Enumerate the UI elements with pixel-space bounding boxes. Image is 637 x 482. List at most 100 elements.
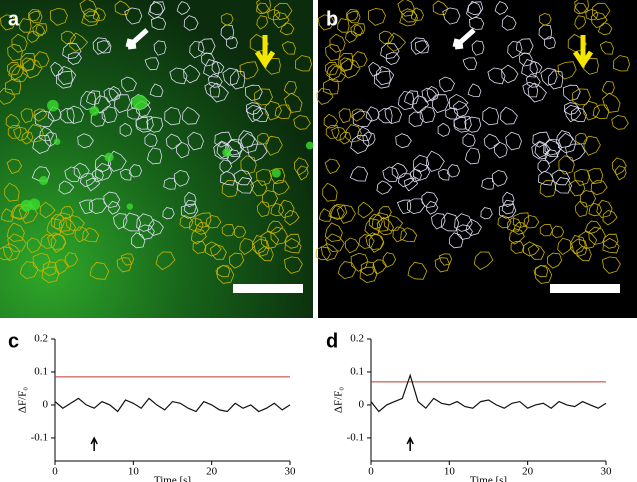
trace: [370, 373, 607, 413]
cell-outline: [590, 11, 608, 29]
cell-outline: [201, 52, 215, 67]
cell-outline: [21, 57, 35, 71]
cell-outline: [446, 164, 461, 178]
stimulus-arrow: [406, 436, 414, 451]
cell-outline: [65, 215, 86, 231]
cell-outline: [39, 201, 56, 219]
bright-cell: [53, 138, 61, 145]
cell-outline: [124, 7, 143, 25]
cell-outline: [367, 7, 386, 26]
cell-outline: [274, 104, 292, 120]
cell-outline: [226, 139, 245, 156]
cell-outline: [480, 207, 493, 220]
cell-outline: [138, 224, 155, 240]
cell-outline: [395, 133, 412, 149]
cell-outline: [523, 241, 540, 257]
arrow-white: [452, 28, 476, 50]
cell-outline: [284, 92, 303, 113]
cell-outline: [407, 198, 426, 215]
cell-outline: [519, 52, 533, 67]
cell-outline: [437, 122, 451, 137]
cell-outline: [410, 37, 428, 55]
cell-outline: [353, 23, 366, 36]
cell-outline: [79, 0, 97, 17]
cell-outline: [119, 168, 132, 181]
x-axis-label: Time [s]: [154, 475, 191, 482]
cell-outline: [481, 177, 495, 190]
cell-outline: [0, 88, 16, 105]
cell-outline: [360, 261, 376, 276]
cell-outline: [346, 8, 359, 22]
bright-cell: [222, 148, 232, 157]
cell-outline: [47, 232, 67, 250]
cell-outline: [383, 215, 404, 231]
cell-outline: [5, 113, 21, 129]
cell-outline: [407, 261, 428, 280]
cell-outline: [574, 200, 588, 218]
cell-outline: [215, 264, 235, 284]
cell-outline: [372, 259, 387, 275]
cell-outline: [554, 177, 573, 194]
cell-outline: [21, 131, 34, 145]
cell-outline: [256, 15, 269, 30]
cell-outline: [49, 7, 68, 26]
y-tick-label: 0.1: [34, 366, 48, 378]
cell-outline: [66, 105, 85, 125]
cell-outline: [54, 259, 69, 275]
cell-outline: [284, 237, 302, 254]
cell-outline: [219, 159, 233, 174]
cell-outline: [462, 57, 478, 71]
bright-cell: [131, 94, 148, 110]
y-axis-label: ΔF/F₀: [17, 387, 29, 413]
cell-outline: [19, 18, 32, 33]
cell-outline: [344, 237, 360, 254]
cell-outline: [583, 135, 601, 156]
cell-outline: [128, 164, 143, 178]
cell-outline: [527, 244, 545, 260]
cell-outline: [47, 106, 62, 122]
cell-outline: [317, 14, 335, 31]
bright-cell: [89, 105, 100, 116]
cell-outline: [437, 168, 450, 181]
cell-outline: [527, 82, 547, 103]
cell-outline: [351, 108, 366, 122]
cell-outline: [316, 88, 334, 105]
cell-outline: [579, 190, 597, 208]
cell-outline: [533, 264, 553, 284]
cell-outline: [544, 36, 556, 50]
cell-outline: [391, 162, 408, 179]
image-b: [318, 0, 637, 318]
cell-outline: [252, 107, 270, 123]
cell-outline: [614, 165, 627, 181]
cell-outline: [331, 126, 347, 141]
cell-outline: [502, 191, 515, 208]
cell-outline: [339, 131, 352, 145]
cell-outline: [135, 116, 149, 130]
cell-outline: [602, 92, 621, 113]
cell-outline: [270, 226, 288, 245]
cell-outline: [538, 12, 552, 26]
cell-outline: [229, 252, 245, 269]
cell-outline: [464, 147, 481, 165]
cell-outline: [41, 266, 60, 284]
cell-outline: [387, 32, 407, 52]
cell-outline: [4, 182, 20, 202]
cell-outline: [592, 2, 611, 21]
cell-outline: [162, 207, 175, 220]
cell-outline: [538, 24, 553, 40]
bright-cell: [47, 99, 59, 112]
cells-b: [315, 0, 631, 284]
cell-outline: [246, 104, 264, 123]
cell-outline: [415, 40, 430, 54]
cell-outline: [557, 237, 573, 256]
cell-outline: [384, 105, 403, 125]
cell-outline: [153, 40, 167, 56]
cell-outline: [466, 0, 482, 20]
cell-outline: [442, 7, 461, 25]
cell-outline: [26, 237, 42, 254]
cell-outline: [33, 51, 50, 69]
cell-outline: [454, 213, 473, 232]
x-tick-label: 20: [206, 466, 218, 478]
cell-outline: [564, 104, 582, 123]
cell-outline: [213, 141, 231, 160]
